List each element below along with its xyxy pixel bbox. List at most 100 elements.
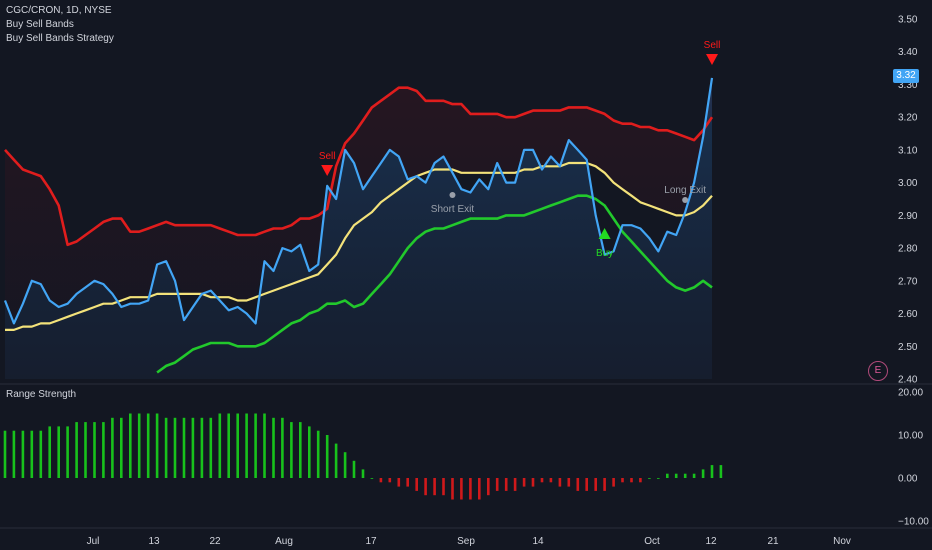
time-axis-label: 21: [767, 536, 779, 547]
range-strength-bar: [460, 478, 463, 500]
range-strength-bar: [406, 478, 409, 487]
range-strength-bar: [245, 413, 248, 478]
lower-band-line: [156, 194, 713, 374]
sell-marker-label: Sell: [319, 151, 336, 162]
range-strength-bar: [84, 422, 87, 478]
middle-band-line: [5, 161, 713, 331]
range-strength-bar: [594, 478, 597, 491]
price-axis-label: 2.90: [898, 211, 918, 222]
range-strength-bar: [75, 422, 78, 478]
strength-axis-label: 20.00: [898, 388, 923, 399]
range-strength-bar: [263, 413, 266, 478]
range-strength-bar: [164, 417, 168, 478]
range-strength-bar: [630, 478, 633, 483]
range-strength-bar: [102, 422, 105, 478]
earnings-badge[interactable]: E: [868, 361, 888, 381]
range-strength-bar: [21, 430, 25, 478]
range-strength-bar: [692, 473, 696, 478]
range-strength-bar: [281, 417, 284, 478]
price-axis-label: 3.10: [898, 145, 918, 156]
range-strength-bar: [710, 465, 714, 478]
range-strength-bar: [111, 417, 114, 478]
price-axis-label: 3.40: [898, 47, 918, 58]
indicator-buy-sell-bands[interactable]: Buy Sell Bands: [6, 19, 74, 30]
range-strength-bar: [576, 478, 580, 491]
range-strength-bar: [93, 422, 96, 478]
markers-layer: Sell Sell Buy Short Exit Long Exit: [319, 40, 721, 259]
time-axis-label: Aug: [275, 536, 293, 547]
range-strength-bar: [504, 478, 508, 491]
price-axis-label: 3.50: [898, 15, 918, 26]
time-axis-label: Jul: [87, 536, 100, 547]
range-strength-bar: [120, 417, 123, 478]
bands-layer: [3, 77, 714, 380]
time-axis-label: 22: [209, 536, 221, 547]
range-strength-bar: [657, 478, 660, 479]
price-axis-label: 2.70: [898, 276, 918, 287]
range-strength-bar: [469, 478, 472, 500]
price-area-fill: [5, 77, 712, 380]
range-strength-bar: [57, 426, 60, 478]
range-strength-bar: [218, 413, 222, 478]
exit-marker-icon: [682, 197, 689, 203]
range-strength-title[interactable]: Range Strength: [6, 389, 77, 400]
range-strength-bar: [66, 426, 69, 478]
exit-marker-icon: [449, 192, 456, 198]
range-strength-bar: [343, 452, 347, 478]
range-strength-bar: [639, 478, 642, 483]
time-axis-label: 13: [148, 536, 160, 547]
price-axis-label: 3.00: [898, 178, 918, 189]
range-strength-bar: [683, 473, 687, 478]
time-axis-label: Oct: [644, 536, 660, 547]
range-strength-bar: [290, 422, 293, 478]
price-axis-label: 3.30: [898, 80, 918, 91]
time-axis-label: Nov: [833, 536, 851, 547]
buy-marker-icon: [598, 228, 611, 239]
range-strength-bar: [433, 478, 436, 496]
range-strength-bar: [567, 478, 571, 487]
range-strength-bar: [272, 417, 275, 478]
range-strength-bar: [478, 478, 481, 500]
range-strength-bar: [30, 430, 34, 478]
range-strength-bar: [361, 469, 365, 478]
range-strength-bar: [451, 478, 454, 500]
range-strength-bar: [191, 417, 195, 478]
time-axis-label: 14: [532, 536, 544, 547]
range-strength-bar: [513, 478, 517, 491]
range-strength-bar: [200, 417, 204, 478]
price-axis-label: 2.80: [898, 244, 918, 255]
time-axis-label: 12: [705, 536, 717, 547]
range-strength-bar: [424, 478, 427, 496]
price-axis-label: 2.50: [898, 342, 918, 353]
strength-axis-label: 10.00: [898, 431, 923, 442]
range-strength-bar: [648, 478, 651, 479]
range-strength-bar: [137, 413, 141, 478]
price-axis-label: 2.40: [898, 375, 918, 386]
axis-layer: 2.40 2.50 2.60 2.70 2.80 2.90 3.00 3.10 3.20 3.30…: [87, 15, 930, 548]
price-axis-label: 2.60: [898, 309, 918, 320]
range-strength-bar: [603, 478, 606, 491]
range-strength-bar: [209, 417, 213, 478]
range-strength-bar: [558, 478, 562, 487]
range-strength-bar: [254, 413, 257, 478]
range-strength-bar: [531, 478, 535, 487]
upper-band-fill: [5, 77, 712, 324]
exit-marker-label: Short Exit: [431, 204, 475, 215]
time-axis-label: 17: [365, 536, 377, 547]
range-strength-bar: [388, 478, 392, 483]
range-strength-bar: [370, 478, 374, 479]
range-strength-bar: [155, 413, 159, 478]
indicator-buy-sell-bands-strategy[interactable]: Buy Sell Bands Strategy: [6, 33, 114, 44]
sell-marker-icon: [321, 165, 334, 176]
range-strength-bar: [299, 422, 302, 478]
range-strength-bar: [379, 478, 383, 483]
range-strength-bar: [48, 426, 51, 478]
time-axis-label: Sep: [457, 536, 475, 547]
range-strength-bar: [612, 478, 615, 487]
upper-band-line: [4, 86, 714, 247]
sell-marker-icon: [706, 54, 718, 65]
range-strength-bar: [236, 413, 239, 478]
range-strength-bar: [334, 443, 338, 478]
range-strength-bar: [621, 478, 624, 483]
